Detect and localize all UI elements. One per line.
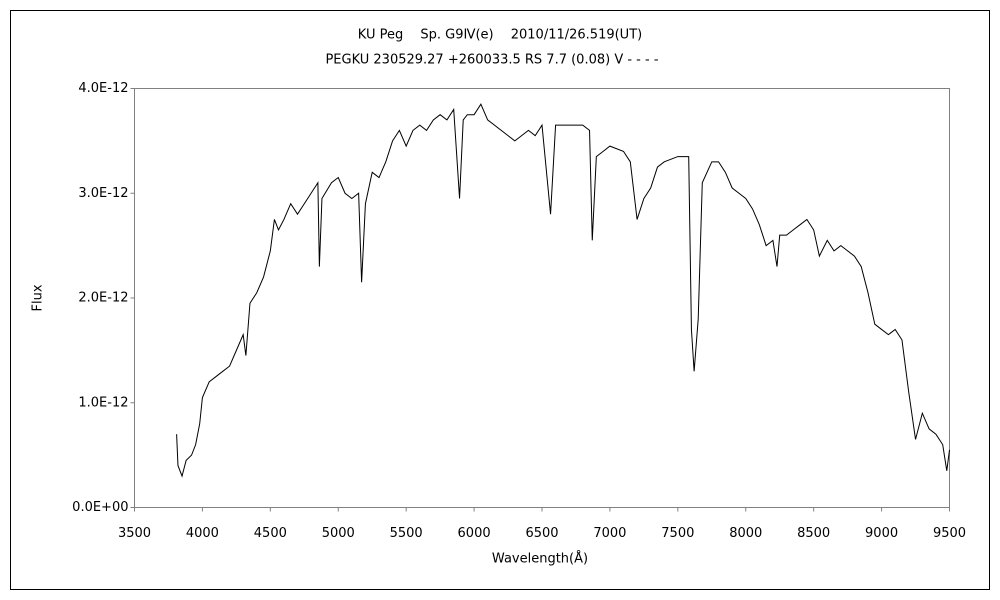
x-tick-label: 8000 [729, 526, 762, 541]
y-tick-label: 4.0E-12 [78, 81, 128, 96]
x-tick-label: 3500 [118, 526, 151, 541]
y-tick-label: 3.0E-12 [78, 186, 128, 201]
y-tick-label: 1.0E-12 [78, 395, 128, 410]
spectrum-line [176, 103, 950, 478]
x-axis-label: Wavelength(Å) [492, 551, 588, 567]
x-tick-label: 6000 [458, 526, 491, 541]
chart-subtitle: PEGKU 230529.27 +260033.5 RS 7.7 (0.08) … [325, 53, 658, 68]
x-tick-label: 7000 [593, 526, 626, 541]
x-tick-label: 8500 [797, 526, 830, 541]
x-tick-label: 4500 [254, 526, 287, 541]
x-tick-label: 6500 [525, 526, 558, 541]
x-tick-label: 9000 [865, 526, 898, 541]
x-tick-label: 4000 [186, 526, 219, 541]
plot-area [134, 88, 950, 508]
x-tick-label: 9500 [933, 526, 966, 541]
chart-title: KU Peg Sp. G9Ⅳ(e) 2010/11/26.519(UT) [358, 28, 642, 43]
x-tick-label: 7500 [661, 526, 694, 541]
y-axis-label: Flux [31, 284, 46, 311]
y-tick-label: 0.0E+00 [72, 500, 128, 515]
y-tick-label: 2.0E-12 [78, 291, 128, 306]
x-tick-label: 5500 [390, 526, 423, 541]
x-tick-label: 5000 [322, 526, 355, 541]
